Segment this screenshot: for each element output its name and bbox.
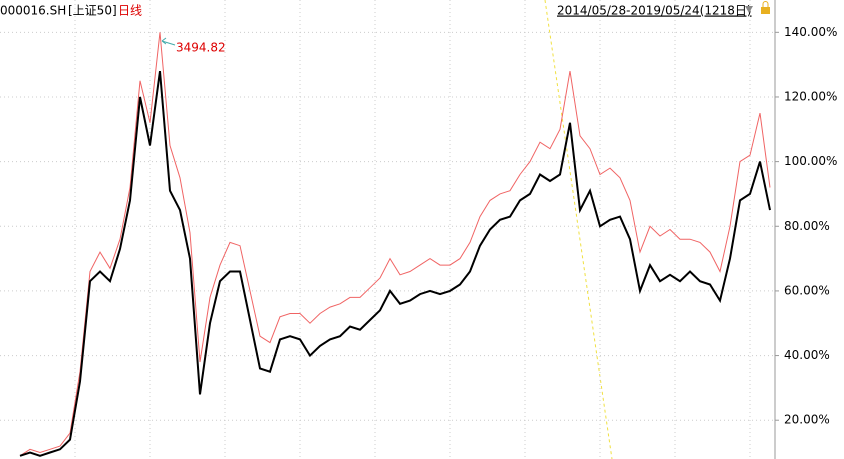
lock-shackle [762, 1, 769, 7]
annotation-arrow [161, 37, 176, 46]
y-tick-label: 140.00% [784, 25, 837, 39]
trend-line [544, 0, 613, 459]
stock-code: 000016.SH [0, 4, 66, 18]
peak-annotation: 3494.82 [176, 41, 226, 55]
y-tick-label: 120.00% [784, 89, 837, 103]
y-tick-label: 100.00% [784, 154, 837, 168]
date-range[interactable]: 2014/05/28-2019/05/24(1218日) [557, 4, 752, 18]
line-series [19, 70, 771, 457]
dropdown-icon[interactable] [745, 6, 753, 13]
y-tick-label: 60.00% [784, 283, 830, 297]
period: 日线 [118, 4, 142, 18]
vertical-grid [74, 0, 751, 459]
lock-icon[interactable] [761, 7, 770, 14]
y-tick-label: 20.00% [784, 413, 830, 427]
line-series [19, 32, 771, 457]
y-tick-label: 40.00% [784, 348, 830, 362]
index-name: [上证50] [68, 4, 117, 18]
y-tick-label: 80.00% [784, 219, 830, 233]
